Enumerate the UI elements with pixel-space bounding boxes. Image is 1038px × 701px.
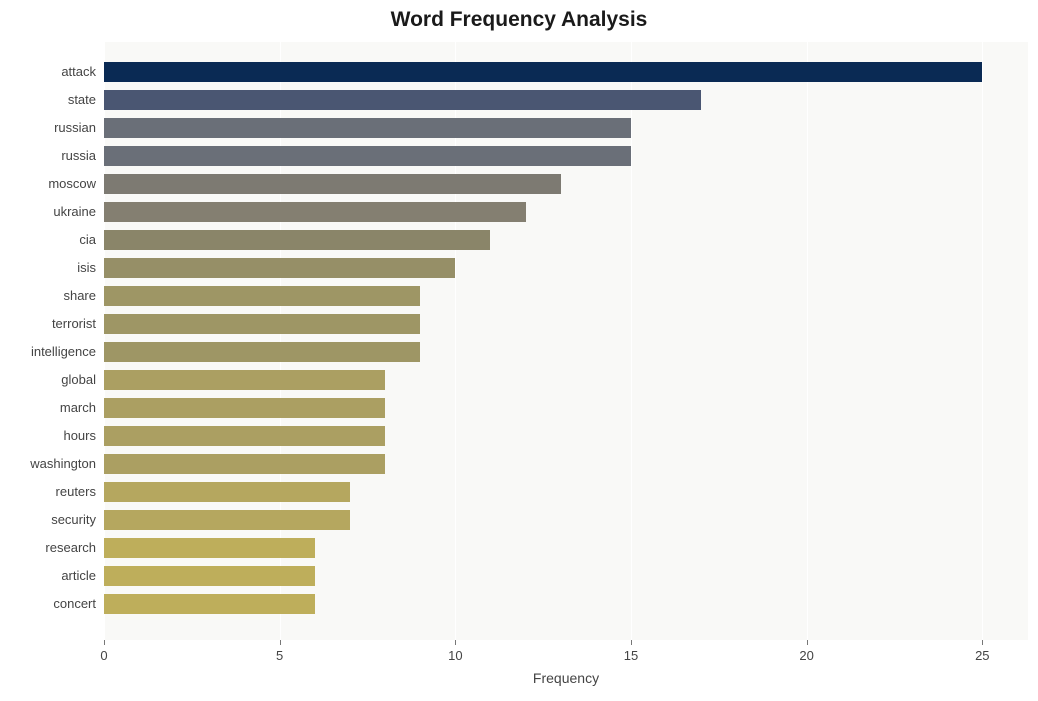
bar <box>104 62 982 82</box>
bar <box>104 342 420 362</box>
bar <box>104 454 385 474</box>
bar <box>104 90 701 110</box>
bar <box>104 370 385 390</box>
bar <box>104 118 631 138</box>
x-tick-mark <box>104 640 105 645</box>
x-tick-label: 0 <box>100 648 107 663</box>
bar <box>104 538 315 558</box>
y-tick-label: russian <box>0 120 96 135</box>
x-tick-label: 10 <box>448 648 462 663</box>
y-tick-label: state <box>0 92 96 107</box>
bar <box>104 258 455 278</box>
x-tick-mark <box>807 640 808 645</box>
chart-title: Word Frequency Analysis <box>0 8 1038 32</box>
y-tick-label: article <box>0 568 96 583</box>
bar <box>104 174 561 194</box>
chart-container: Word Frequency Analysis Frequency attack… <box>0 0 1038 701</box>
y-tick-label: isis <box>0 260 96 275</box>
y-tick-label: global <box>0 372 96 387</box>
bar <box>104 482 350 502</box>
x-axis-label: Frequency <box>104 670 1028 686</box>
y-tick-label: russia <box>0 148 96 163</box>
y-tick-label: reuters <box>0 484 96 499</box>
y-tick-label: intelligence <box>0 344 96 359</box>
grid-line <box>807 42 808 640</box>
bar <box>104 202 526 222</box>
bar <box>104 286 420 306</box>
y-tick-label: cia <box>0 232 96 247</box>
y-tick-label: moscow <box>0 176 96 191</box>
y-tick-label: attack <box>0 64 96 79</box>
y-tick-label: terrorist <box>0 316 96 331</box>
y-tick-label: washington <box>0 456 96 471</box>
x-tick-mark <box>631 640 632 645</box>
bar <box>104 314 420 334</box>
plot-area <box>104 42 1028 640</box>
x-tick-label: 5 <box>276 648 283 663</box>
x-tick-label: 25 <box>975 648 989 663</box>
y-tick-label: security <box>0 512 96 527</box>
bar <box>104 146 631 166</box>
y-tick-label: share <box>0 288 96 303</box>
x-tick-mark <box>982 640 983 645</box>
x-tick-label: 15 <box>624 648 638 663</box>
y-tick-label: march <box>0 400 96 415</box>
bar <box>104 566 315 586</box>
y-tick-label: ukraine <box>0 204 96 219</box>
grid-line <box>982 42 983 640</box>
x-tick-mark <box>455 640 456 645</box>
bar <box>104 230 490 250</box>
y-tick-label: research <box>0 540 96 555</box>
grid-line <box>631 42 632 640</box>
bar <box>104 398 385 418</box>
bar <box>104 510 350 530</box>
bar <box>104 594 315 614</box>
x-tick-mark <box>280 640 281 645</box>
y-tick-label: concert <box>0 596 96 611</box>
y-tick-label: hours <box>0 428 96 443</box>
bar <box>104 426 385 446</box>
x-tick-label: 20 <box>799 648 813 663</box>
